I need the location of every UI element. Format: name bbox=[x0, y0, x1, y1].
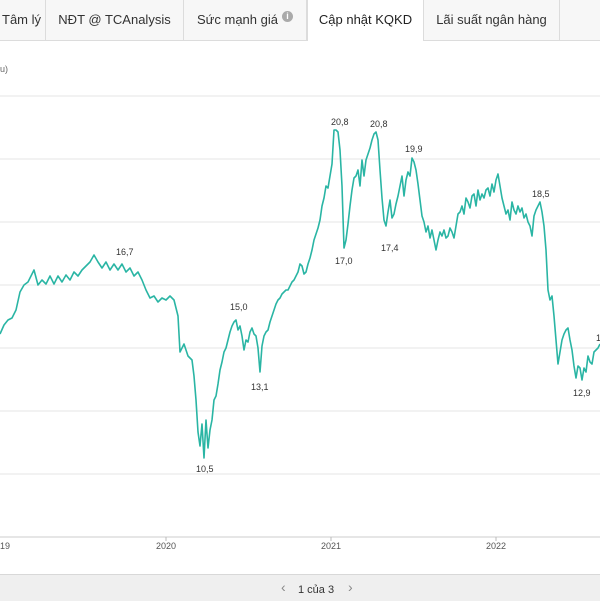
pagination-bar: ‹ 1 của 3 › bbox=[0, 574, 600, 601]
data-label: 18,5 bbox=[532, 189, 550, 199]
tab-label: Lãi suất ngân hàng bbox=[436, 12, 547, 27]
data-label: 12,9 bbox=[573, 388, 591, 398]
x-axis-ticks bbox=[165, 537, 497, 541]
tab-lai-suat-ngan-hang[interactable]: Lãi suất ngân hàng bbox=[424, 0, 560, 40]
grid-lines bbox=[0, 95, 600, 475]
data-label: 1 bbox=[596, 333, 600, 343]
data-label: 16,7 bbox=[116, 247, 134, 257]
data-labels: 16,7 10,5 15,0 13,1 20,8 17,0 20,8 17,4 … bbox=[116, 117, 600, 474]
data-label: 17,4 bbox=[381, 243, 399, 253]
tab-bar: Tâm lý NĐT @ TCAnalysis Sức mạnh giá i Cậ… bbox=[0, 0, 600, 41]
tab-suc-manh-gia[interactable]: Sức mạnh giá i bbox=[184, 0, 307, 40]
tab-tam-ly[interactable]: Tâm lý bbox=[0, 0, 46, 40]
tab-label: Sức mạnh giá bbox=[197, 12, 278, 27]
chevron-left-icon[interactable]: ‹ bbox=[281, 579, 286, 595]
page-indicator: 1 của 3 bbox=[298, 584, 335, 596]
x-tick-label: 2022 bbox=[486, 541, 506, 551]
unit-label: u) bbox=[0, 64, 9, 74]
x-tick-label: 19 bbox=[0, 541, 10, 551]
data-label: 20,8 bbox=[331, 117, 349, 127]
data-label: 15,0 bbox=[230, 302, 248, 312]
tab-ndt-tcanalysis[interactable]: NĐT @ TCAnalysis bbox=[46, 0, 184, 40]
data-label: 10,5 bbox=[196, 464, 214, 474]
info-icon[interactable]: i bbox=[281, 11, 293, 22]
data-label: 19,9 bbox=[405, 144, 423, 154]
data-label: 20,8 bbox=[370, 119, 388, 129]
data-label: 13,1 bbox=[251, 382, 269, 392]
pe-line-chart: 19 2020 2021 2022 16,7 10,5 15,0 13,1 20… bbox=[0, 95, 600, 551]
x-tick-label: 2021 bbox=[321, 541, 341, 551]
tab-label: NĐT @ TCAnalysis bbox=[58, 12, 171, 27]
tab-label: Cập nhật KQKD bbox=[318, 12, 413, 27]
tab-label: Tâm lý bbox=[2, 12, 41, 27]
chevron-right-icon[interactable]: › bbox=[348, 579, 353, 595]
pe-series-line bbox=[0, 129, 600, 459]
tab-cap-nhat-kqkd[interactable]: Cập nhật KQKD bbox=[307, 0, 424, 41]
data-label: 17,0 bbox=[335, 256, 353, 266]
x-tick-label: 2020 bbox=[156, 541, 176, 551]
